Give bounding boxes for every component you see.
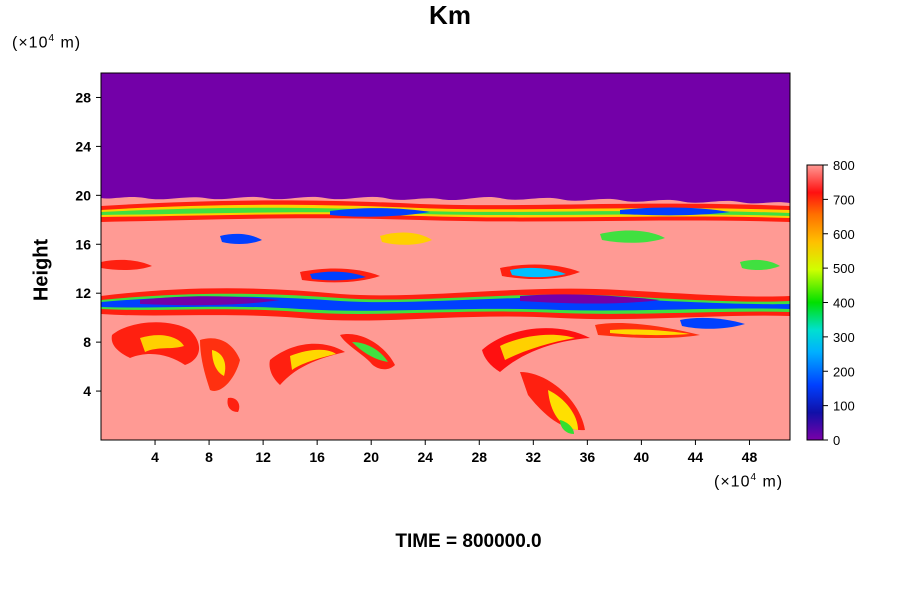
chart-title: Km [429, 0, 471, 30]
y-tick-label: 16 [75, 236, 91, 252]
plot-frame [100, 72, 791, 441]
colorbar-tick-label: 800 [833, 158, 855, 173]
colorbar-tick-label: 500 [833, 261, 855, 276]
x-tick-label: 4 [151, 449, 159, 465]
colorbar-tick-label: 400 [833, 296, 855, 311]
y-tick-label: 8 [83, 334, 91, 350]
x-unit-label: (×104 m) [714, 472, 784, 491]
x-tick-label: 20 [363, 449, 379, 465]
x-tick-label: 8 [205, 449, 213, 465]
x-axis-ticks: 4 8 12 16 20 24 28 32 36 40 44 48 [151, 440, 757, 465]
colorbar-tick-label: 200 [833, 364, 855, 379]
colorbar-tick-label: 700 [833, 192, 855, 207]
field-upper-layer [101, 73, 790, 204]
colorbar-tick-label: 300 [833, 330, 855, 345]
colorbar-tick-label: 100 [833, 399, 855, 414]
colorbar-tick-label: 0 [833, 433, 840, 448]
y-tick-label: 28 [75, 89, 91, 105]
colorbar-tick-label: 600 [833, 227, 855, 242]
x-tick-label: 28 [471, 449, 487, 465]
colorbar-gradient [806, 164, 824, 441]
x-tick-label: 32 [526, 449, 542, 465]
plot-area [101, 73, 790, 440]
x-tick-label: 44 [688, 449, 704, 465]
y-tick-label: 24 [75, 138, 91, 154]
turbulent-band [101, 200, 790, 329]
y-unit-label: (×104 m) [12, 33, 82, 52]
x-tick-label: 12 [255, 449, 271, 465]
y-axis-ticks: 4 8 12 16 20 24 28 [75, 89, 101, 399]
x-tick-label: 48 [742, 449, 758, 465]
colorbar-ticks: 0 100 200 300 400 500 600 700 800 [823, 158, 855, 448]
x-tick-label: 24 [417, 449, 433, 465]
time-label: TIME = 800000.0 [395, 531, 542, 552]
lower-plumes [111, 322, 700, 434]
x-tick-label: 40 [634, 449, 650, 465]
y-tick-label: 12 [75, 285, 91, 301]
colorbar: 0 100 200 300 400 500 600 700 800 [806, 158, 855, 448]
y-tick-label: 20 [75, 187, 91, 203]
x-tick-label: 36 [580, 449, 596, 465]
x-tick-label: 16 [309, 449, 325, 465]
y-tick-label: 4 [83, 383, 91, 399]
